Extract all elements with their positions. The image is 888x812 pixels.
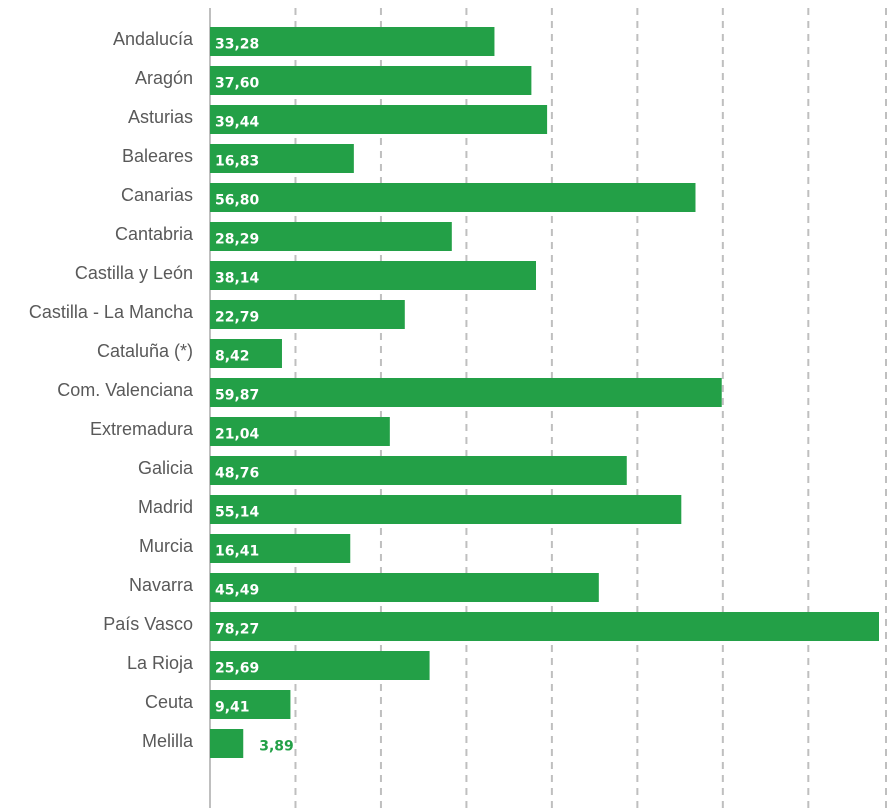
bar-12 xyxy=(210,495,682,524)
category-label-14: Navarra xyxy=(129,575,194,595)
bar-2 xyxy=(210,105,548,134)
value-label-18: 3,89 xyxy=(259,739,294,755)
bar-0 xyxy=(210,27,495,56)
value-label-15: 78,27 xyxy=(215,622,259,638)
bar-1 xyxy=(210,66,532,95)
bar-10 xyxy=(210,417,390,446)
category-label-8: Cataluña (*) xyxy=(97,341,193,361)
value-label-16: 25,69 xyxy=(215,661,259,677)
category-label-2: Asturias xyxy=(128,107,193,127)
bar-7 xyxy=(210,300,405,329)
value-label-1: 37,60 xyxy=(215,76,260,92)
category-label-3: Baleares xyxy=(122,146,193,166)
category-label-9: Com. Valenciana xyxy=(57,380,194,400)
category-label-4: Canarias xyxy=(121,185,193,205)
value-label-9: 59,87 xyxy=(215,388,259,404)
bar-16 xyxy=(210,651,430,680)
value-labels: 33,28 37,60 39,44 16,83 56,80 28,29 38,14 22,79… xyxy=(215,37,294,755)
value-label-11: 48,76 xyxy=(215,466,259,482)
bar-13 xyxy=(210,534,351,563)
value-label-5: 28,29 xyxy=(215,232,259,248)
category-label-18: Melilla xyxy=(142,731,194,751)
category-label-17: Ceuta xyxy=(145,692,194,712)
category-label-13: Murcia xyxy=(139,536,194,556)
bar-17 xyxy=(210,690,291,719)
category-label-10: Extremadura xyxy=(90,419,194,439)
value-label-4: 56,80 xyxy=(215,193,260,209)
bar-18 xyxy=(210,729,244,758)
value-label-7: 22,79 xyxy=(215,310,259,326)
value-label-2: 39,44 xyxy=(215,115,260,131)
bar-3 xyxy=(210,144,354,173)
category-label-15: País Vasco xyxy=(103,614,193,634)
bars xyxy=(210,27,879,758)
category-label-1: Aragón xyxy=(135,68,193,88)
bar-14 xyxy=(210,573,599,602)
category-label-12: Madrid xyxy=(138,497,193,517)
bar-11 xyxy=(210,456,627,485)
category-label-16: La Rioja xyxy=(127,653,194,673)
bar-9 xyxy=(210,378,722,407)
bar-4 xyxy=(210,183,696,212)
category-label-6: Castilla y León xyxy=(75,263,193,283)
bar-8 xyxy=(210,339,282,368)
category-label-5: Cantabria xyxy=(115,224,194,244)
value-label-8: 8,42 xyxy=(215,349,250,365)
bar-5 xyxy=(210,222,452,251)
value-label-10: 21,04 xyxy=(215,427,260,443)
category-label-11: Galicia xyxy=(138,458,194,478)
value-label-0: 33,28 xyxy=(215,37,259,53)
value-label-6: 38,14 xyxy=(215,271,260,287)
value-label-3: 16,83 xyxy=(215,154,259,170)
bar-15 xyxy=(210,612,879,641)
value-label-13: 16,41 xyxy=(215,544,259,560)
category-labels: Andalucía Aragón Asturias Baleares Canarias C… xyxy=(29,29,194,751)
value-label-14: 45,49 xyxy=(215,583,259,599)
bar-6 xyxy=(210,261,536,290)
category-label-7: Castilla - La Mancha xyxy=(29,302,194,322)
category-label-0: Andalucía xyxy=(113,29,194,49)
value-label-17: 9,41 xyxy=(215,700,250,716)
value-label-12: 55,14 xyxy=(215,505,260,521)
